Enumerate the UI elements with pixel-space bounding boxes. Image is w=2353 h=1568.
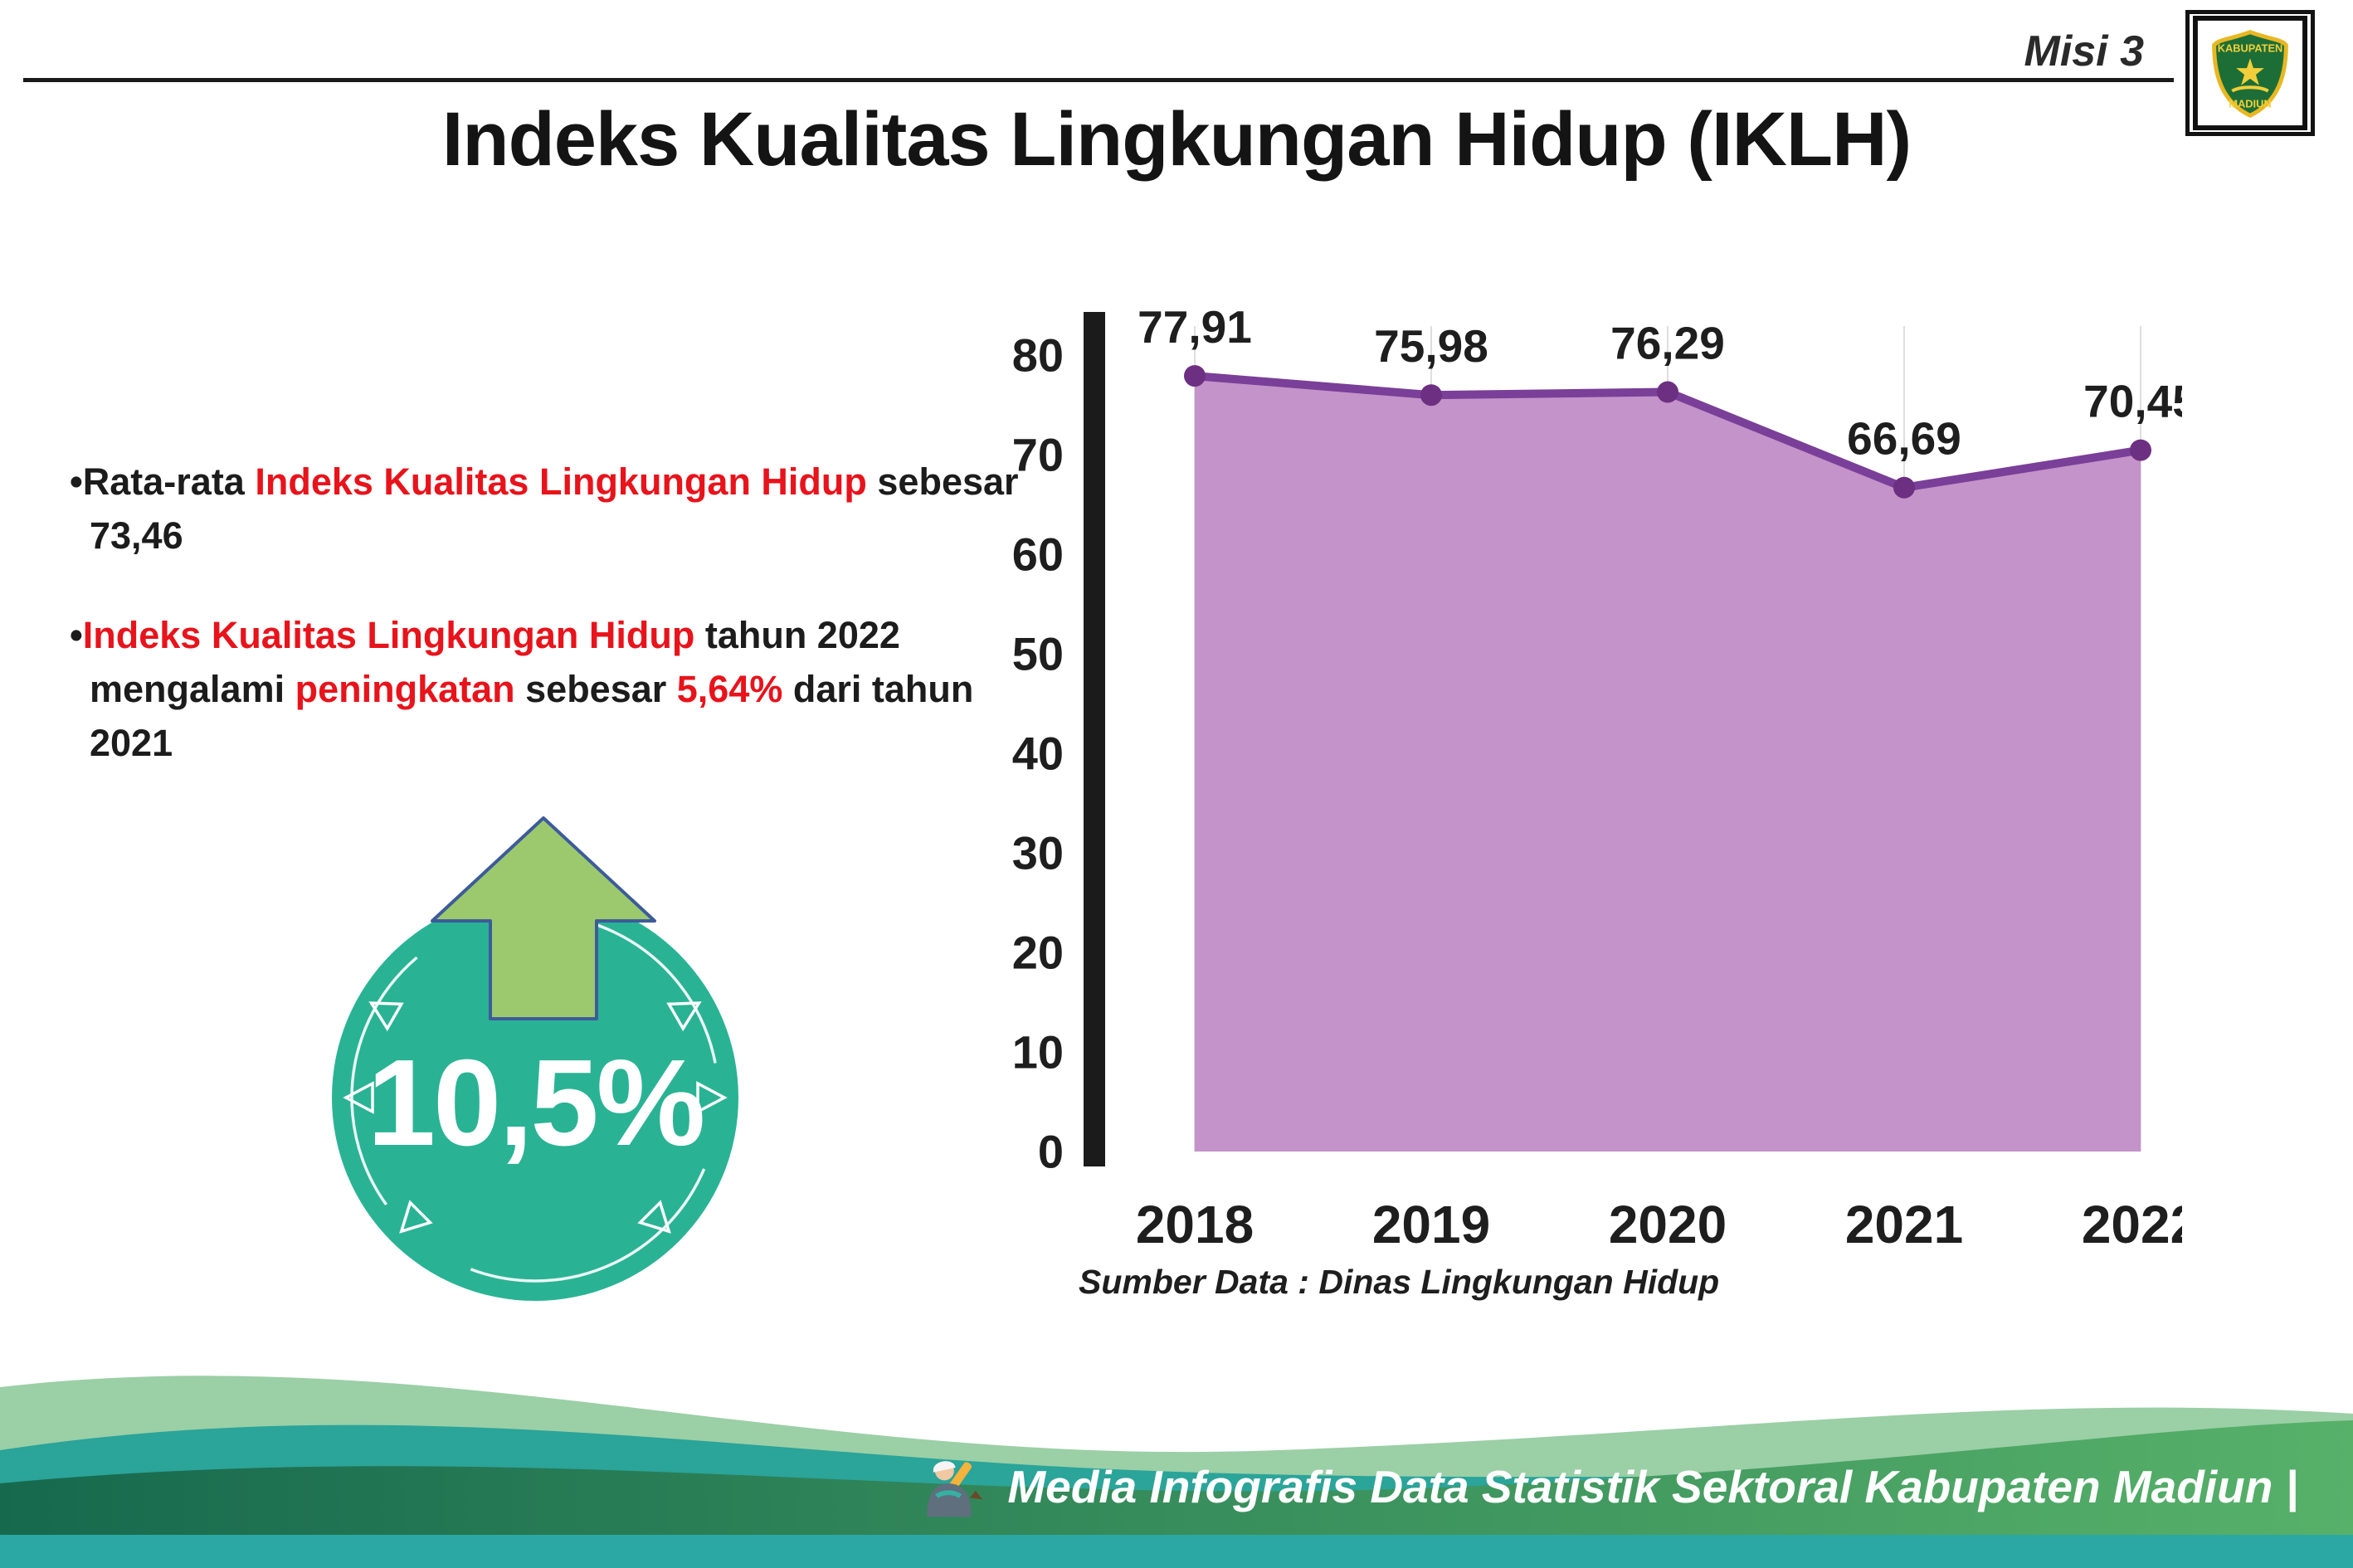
badge-tick-triangles — [343, 1001, 728, 1234]
logo-star-icon — [2236, 58, 2264, 85]
iklh-chart: 77,91 75,98 76,29 66,69 70,45 0 10 20 30 40 50 60 70… — [971, 280, 2200, 1305]
y-tick-label: 0 — [1038, 1126, 1064, 1178]
badge-value: 10,5% — [368, 1035, 704, 1171]
data-point — [1657, 381, 1678, 403]
iklh-chart-svg: 77,91 75,98 76,29 66,69 70,45 0 10 20 30 40 50 60 70… — [1012, 301, 2200, 1254]
logo-wreath — [2231, 85, 2269, 93]
point-label: 66,69 — [1847, 413, 1961, 465]
y-tick-label: 20 — [1012, 927, 1064, 979]
bullet2-mid1: tahun 2022 mengalami — [90, 613, 900, 710]
bullet1-pre: Rata-rata — [82, 460, 256, 503]
bullet2-post: dari tahun 2021 — [90, 667, 974, 764]
bullet-list: •Rata-rata Indeks Kualitas Lingkungan Hi… — [70, 455, 1024, 815]
point-label: 77,91 — [1138, 301, 1252, 353]
y-tick-label: 10 — [1012, 1026, 1064, 1079]
page-title: Indeks Kualitas Lingkungan Hidup (IKLH) — [441, 97, 1912, 182]
misi-label: Misi 3 — [2024, 27, 2145, 75]
bullet1-highlight: Indeks Kualitas Lingkungan Hidup — [255, 460, 867, 503]
point-label: 75,98 — [1374, 320, 1488, 372]
x-axis-label: 2018 — [1136, 1195, 1254, 1254]
bullet2-highlight1: Indeks Kualitas Lingkungan Hidup — [82, 613, 695, 656]
increase-badge: 10,5% — [332, 816, 738, 1301]
footer-caption-text: Media Infografis Data Statistik Sektoral… — [1007, 1461, 2298, 1512]
bullet-dot: • — [70, 460, 83, 503]
data-point — [1420, 384, 1442, 407]
badge-ring — [350, 913, 720, 1283]
x-axis-label: 2019 — [1372, 1195, 1490, 1254]
bullet2-highlight3: 5,64% — [676, 667, 783, 710]
footer-wave-green — [0, 1420, 2353, 1568]
y-tick-label: 70 — [1012, 429, 1064, 481]
kabupaten-madiun-logo: KABUPATEN MADIUN — [2193, 16, 2307, 130]
footer-caption: Media Infografis Data Statistik Sektoral… — [913, 1449, 2298, 1525]
point-label: 76,29 — [1610, 318, 1725, 369]
bullet-item-increase: •Indeks Kualitas Lingkungan Hidup tahun … — [70, 608, 1024, 771]
data-point — [1184, 365, 1206, 387]
bullet2-mid2: sebesar — [514, 667, 677, 710]
x-axis-label: 2022 — [2082, 1195, 2182, 1254]
bullet-item-average: •Rata-rata Indeks Kualitas Lingkungan Hi… — [70, 455, 1024, 563]
data-point — [2130, 439, 2151, 461]
y-tick-label: 40 — [1012, 728, 1064, 780]
badge-circle — [332, 894, 738, 1301]
area-fill — [1195, 376, 2141, 1152]
footer-waves — [0, 1376, 2353, 1568]
footer-bottom-strip — [0, 1535, 2353, 1568]
header-divider — [23, 78, 2174, 82]
up-arrow-icon — [431, 816, 656, 1020]
bullet1-post: sebesar 73,46 — [90, 460, 1019, 558]
bullet-dot: • — [70, 613, 83, 656]
point-label: 70,45 — [2083, 376, 2182, 427]
y-tick-label: 80 — [1012, 329, 1064, 382]
y-tick-label: 50 — [1012, 628, 1064, 680]
logo-bottom-text: MADIUN — [2229, 97, 2271, 110]
y-tick-label: 60 — [1012, 528, 1064, 581]
y-tick-label: 30 — [1012, 827, 1064, 879]
logo-frame: KABUPATEN MADIUN — [2185, 10, 2315, 136]
mascot-icon — [927, 1461, 983, 1517]
x-axis-label: 2020 — [1609, 1195, 1727, 1254]
y-axis-bar — [1084, 312, 1105, 1166]
logo-top-text: KABUPATEN — [2218, 41, 2282, 54]
x-axis-label: 2021 — [1845, 1195, 1963, 1254]
data-point — [1893, 476, 1915, 499]
source-note: Sumber Data : Dinas Lingkungan Hidup — [1079, 1263, 1720, 1301]
bullet2-highlight2: peningkatan — [295, 667, 515, 710]
